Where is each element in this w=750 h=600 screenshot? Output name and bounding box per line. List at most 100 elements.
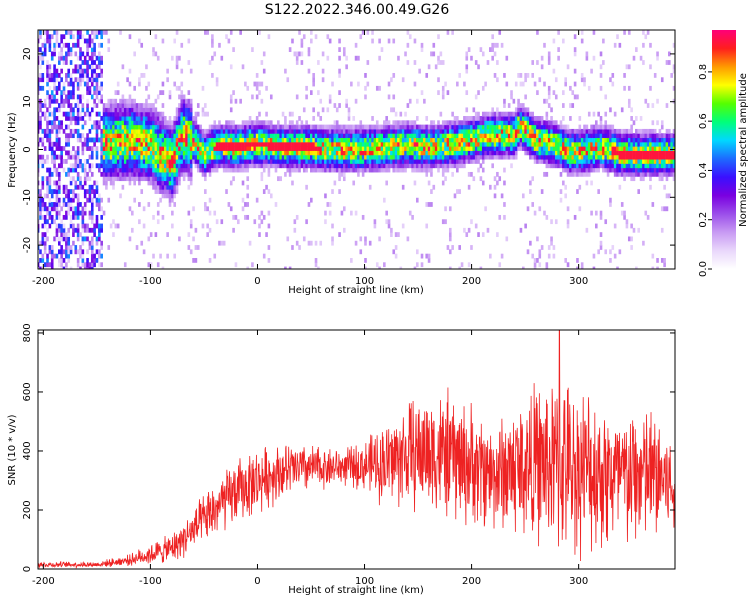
- heatmap-cell: [531, 60, 535, 65]
- heatmap-cell: [559, 137, 563, 143]
- heatmap-cell: [335, 137, 339, 143]
- heatmap-cell: [493, 193, 497, 199]
- heatmap-cell: [491, 42, 494, 48]
- heatmap-cell: [41, 184, 45, 190]
- heatmap-cell: [83, 202, 87, 207]
- heatmap-cell: [81, 219, 85, 225]
- heatmap-cell: [460, 124, 464, 130]
- heatmap-cell: [281, 141, 285, 147]
- heatmap-cell: [352, 116, 356, 121]
- heatmap-cell: [533, 141, 537, 147]
- heatmap-cell: [611, 81, 615, 87]
- heatmap-cell: [57, 55, 61, 61]
- heatmap-cell: [204, 171, 207, 177]
- heatmap-cell: [39, 47, 42, 52]
- heatmap-cell: [590, 167, 593, 173]
- heatmap-cell: [225, 189, 228, 194]
- heatmap-cell: [166, 128, 169, 134]
- heatmap-cell: [521, 124, 525, 130]
- heatmap-cell: [43, 30, 47, 35]
- heatmap-cell: [660, 120, 664, 126]
- heatmap-cell: [529, 146, 532, 151]
- heatmap-cell: [41, 141, 45, 147]
- heatmap-cell: [69, 266, 73, 269]
- heatmap-cell: [83, 146, 87, 151]
- heatmap-cell: [573, 34, 577, 40]
- heatmap-cell: [656, 51, 659, 57]
- heatmap-cell: [314, 257, 318, 263]
- heatmap-cell: [189, 146, 193, 151]
- heatmap-cell: [587, 150, 591, 156]
- heatmap-cell: [342, 154, 346, 160]
- x-tick-label: 0: [254, 576, 260, 587]
- heatmap-cell: [529, 120, 532, 126]
- heatmap-cell: [109, 180, 113, 186]
- heatmap-cell: [286, 137, 290, 143]
- heatmap-cell: [171, 154, 174, 160]
- heatmap-cell: [50, 120, 54, 126]
- heatmap-cell: [665, 206, 669, 212]
- heatmap-cell: [510, 163, 513, 169]
- heatmap-cell: [258, 137, 261, 143]
- heatmap-cell: [201, 163, 205, 169]
- heatmap-cell: [53, 77, 56, 83]
- heatmap-cell: [156, 163, 160, 169]
- heatmap-cell: [175, 189, 179, 194]
- heatmap-cell: [83, 223, 87, 229]
- heatmap-cell: [41, 253, 45, 259]
- heatmap-cell: [95, 81, 99, 87]
- heatmap-cell: [592, 133, 596, 139]
- heatmap-cell: [102, 30, 106, 35]
- heatmap-cell: [69, 154, 73, 160]
- heatmap-cell: [446, 150, 450, 156]
- heatmap-cell: [613, 42, 617, 48]
- heatmap-cell: [585, 51, 589, 57]
- heatmap-cell: [441, 94, 445, 100]
- heatmap-cell: [81, 223, 85, 229]
- heatmap-cell: [439, 128, 443, 134]
- heatmap-cell: [168, 141, 172, 147]
- heatmap-cell: [606, 141, 610, 147]
- heatmap-cell: [220, 141, 224, 147]
- heatmap-cell: [147, 167, 151, 173]
- heatmap-cell: [526, 249, 530, 255]
- heatmap-cell: [173, 202, 177, 207]
- heatmap-cell: [609, 133, 612, 139]
- heatmap-cell: [244, 120, 247, 126]
- heatmap-cell: [423, 146, 426, 151]
- heatmap-cell: [123, 154, 127, 160]
- heatmap-cell: [587, 111, 591, 117]
- heatmap-cell: [260, 124, 264, 130]
- heatmap-cell: [93, 42, 96, 48]
- heatmap-cell: [105, 107, 108, 113]
- heatmap-cell: [491, 163, 494, 169]
- heatmap-cell: [408, 154, 412, 160]
- heatmap-cell: [222, 146, 226, 151]
- heatmap-cell: [128, 180, 132, 186]
- heatmap-cell: [201, 223, 205, 229]
- heatmap-cell: [305, 163, 308, 169]
- heatmap-cell: [453, 159, 457, 164]
- heatmap-cell: [312, 146, 315, 151]
- heatmap-cell: [131, 159, 134, 164]
- heatmap-cell: [152, 128, 155, 134]
- heatmap-cell: [458, 141, 461, 147]
- heatmap-cell: [102, 146, 106, 151]
- heatmap-cell: [639, 167, 643, 173]
- heatmap-cell: [86, 227, 89, 233]
- heatmap-cell: [536, 257, 539, 263]
- heatmap-cell: [133, 146, 136, 151]
- heatmap-cell: [109, 223, 113, 229]
- heatmap-cell: [498, 133, 502, 139]
- heatmap-cell: [307, 141, 311, 147]
- heatmap-cell: [69, 73, 73, 78]
- heatmap-cell: [498, 124, 502, 130]
- heatmap-cell: [90, 137, 94, 143]
- heatmap-cell: [48, 146, 52, 151]
- heatmap-cell: [260, 176, 264, 182]
- heatmap-cell: [83, 163, 87, 169]
- heatmap-cell: [578, 167, 582, 173]
- heatmap-cell: [592, 266, 596, 269]
- heatmap-cell: [540, 133, 544, 139]
- heatmap-cell: [267, 257, 271, 263]
